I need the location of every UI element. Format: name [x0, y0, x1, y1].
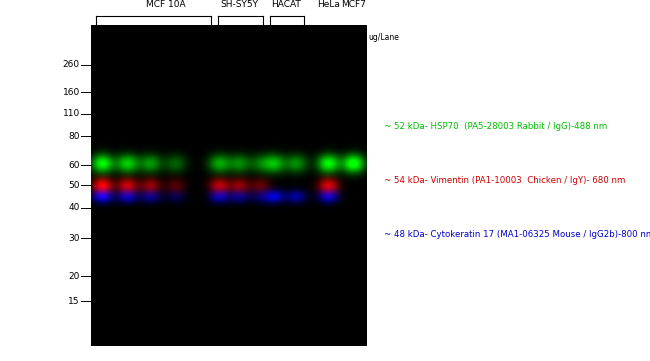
Text: 30: 30 [349, 29, 359, 38]
Text: 7.5: 7.5 [145, 29, 157, 38]
Text: ~ 52 kDa- HSP70  (PA5-28003 Rabbit / IgG)-488 nm: ~ 52 kDa- HSP70 (PA5-28003 Rabbit / IgG)… [384, 122, 606, 131]
Text: 30: 30 [324, 29, 334, 38]
Text: 30: 30 [214, 29, 224, 38]
Text: 60: 60 [68, 161, 80, 170]
Text: 160: 160 [62, 88, 80, 96]
Text: 15: 15 [68, 297, 80, 306]
Text: ~ 48 kDa- Cytokeratin 17 (MA1-06325 Mouse / IgG2b)-800 nm: ~ 48 kDa- Cytokeratin 17 (MA1-06325 Mous… [384, 230, 650, 239]
Text: 50: 50 [68, 181, 80, 190]
Text: 15: 15 [235, 29, 244, 38]
Text: 40: 40 [69, 204, 80, 212]
Text: 7.5: 7.5 [254, 29, 266, 38]
Text: ug/Lane: ug/Lane [369, 34, 399, 42]
Text: 110: 110 [62, 109, 80, 118]
Text: SH-SY5Y: SH-SY5Y [220, 0, 258, 9]
Text: 15: 15 [123, 29, 132, 38]
Text: 260: 260 [63, 61, 80, 69]
Text: 30: 30 [270, 29, 280, 38]
Text: 15: 15 [292, 29, 301, 38]
Text: 30: 30 [98, 29, 108, 38]
Text: HACAT: HACAT [271, 0, 301, 9]
Text: 30: 30 [68, 234, 80, 243]
Text: 80: 80 [68, 132, 80, 141]
Text: MCF7: MCF7 [341, 0, 366, 9]
Text: ~ 54 kDa- Vimentin (PA1-10003  Chicken / IgY)- 680 nm: ~ 54 kDa- Vimentin (PA1-10003 Chicken / … [384, 176, 625, 185]
Text: HeLa: HeLa [317, 0, 341, 9]
Text: 20: 20 [69, 272, 80, 280]
Text: 3.75: 3.75 [167, 29, 184, 38]
Text: MCF 10A: MCF 10A [146, 0, 185, 9]
